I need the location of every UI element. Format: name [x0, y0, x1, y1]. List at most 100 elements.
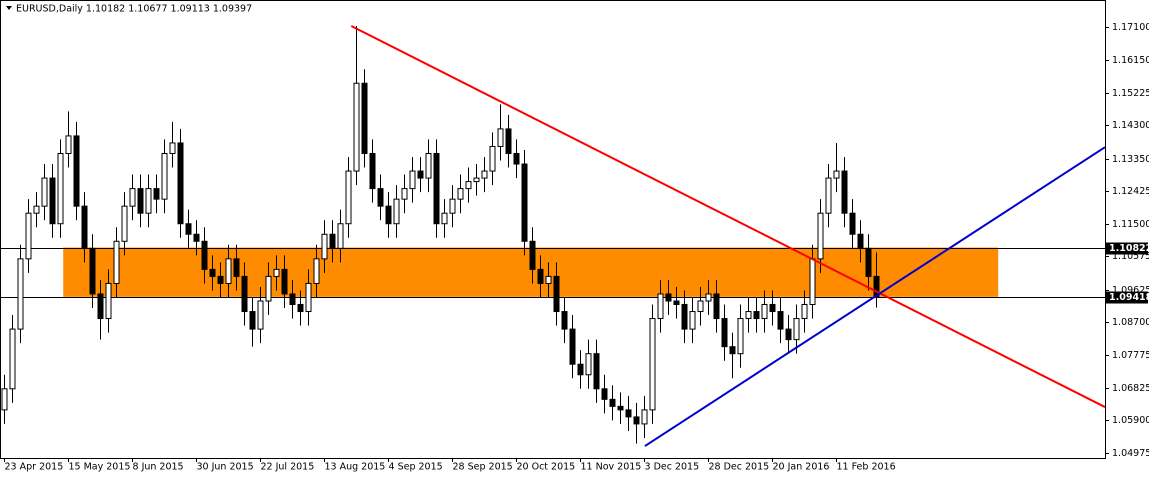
candle-body: [857, 233, 864, 249]
y-tick-label: 1.05900: [1112, 415, 1149, 426]
x-tick-label: 13 Aug 2015: [325, 462, 386, 473]
candle-body: [369, 152, 376, 190]
candle-body: [489, 145, 496, 172]
candle-body: [65, 135, 72, 154]
candle-body: [457, 188, 464, 200]
candle-body: [809, 258, 816, 306]
candle-body: [609, 398, 616, 407]
candle-body: [513, 152, 520, 165]
plot-area: [0, 25, 1106, 447]
candle-body: [9, 328, 16, 390]
candle-body: [289, 293, 296, 306]
candle-body: [185, 223, 192, 235]
y-tick-label: 1.15225: [1112, 88, 1149, 99]
candle-body: [833, 170, 840, 179]
candle-body: [825, 177, 832, 214]
candle-body: [73, 135, 80, 207]
candle-body: [409, 170, 416, 190]
candle-body: [553, 275, 560, 313]
candle-body: [633, 416, 640, 425]
trendline: [350, 25, 1106, 408]
candle-body: [177, 142, 184, 225]
candle-body: [529, 240, 536, 270]
candle-body: [521, 163, 528, 242]
candle-body: [161, 152, 168, 200]
candle-body: [209, 268, 216, 277]
candle-body: [81, 205, 88, 249]
x-tick-label: 20 Oct 2015: [517, 462, 576, 473]
x-tick-label: 30 Jun 2015: [197, 462, 254, 473]
candle-body: [865, 247, 872, 277]
x-tick-label: 11 Nov 2015: [581, 462, 642, 473]
x-tick-label: 28 Dec 2015: [709, 462, 770, 473]
candle-body: [577, 363, 584, 376]
candle-body: [265, 275, 272, 302]
x-tick-label: 23 Apr 2015: [5, 462, 64, 473]
candle-body: [745, 311, 752, 320]
candle-body: [537, 268, 544, 284]
candle-body: [129, 188, 136, 207]
candle-body: [1, 388, 8, 411]
candle-body: [225, 258, 232, 284]
x-tick-label: 22 Jul 2015: [261, 462, 315, 473]
candle-body: [769, 304, 776, 313]
candle-body: [417, 170, 424, 179]
candle-body: [777, 311, 784, 330]
candle-body: [585, 353, 592, 376]
x-tick-label: 3 Dec 2015: [645, 462, 700, 473]
candle-body: [713, 293, 720, 320]
candle-body: [329, 233, 336, 249]
candle-body: [57, 152, 64, 225]
candle-body: [817, 212, 824, 260]
candle-body: [89, 247, 96, 295]
plot-frame: [0, 0, 1106, 459]
candle-body: [689, 311, 696, 330]
candle-body: [233, 258, 240, 277]
y-tick-label: 1.09625: [1112, 285, 1149, 296]
candle-body: [561, 311, 568, 330]
candle-body: [569, 328, 576, 365]
candle-body: [297, 304, 304, 313]
candle-body: [241, 275, 248, 313]
candle-body: [721, 318, 728, 348]
candle-body: [649, 318, 656, 411]
x-tick-label: 4 Sep 2015: [389, 462, 443, 473]
candle-body: [25, 212, 32, 260]
y-tick-label: 1.16150: [1112, 55, 1149, 66]
menu-triangle[interactable]: [6, 6, 12, 10]
price-label: 1.09418: [1109, 292, 1149, 303]
candle-body: [641, 409, 648, 425]
candle-body: [361, 82, 368, 154]
candle-body: [249, 311, 256, 330]
candle-body: [481, 170, 488, 179]
candle-body: [41, 177, 48, 207]
candle-body: [425, 152, 432, 179]
candle-body: [793, 318, 800, 341]
x-tick-label: 8 Jun 2015: [133, 462, 184, 473]
candle-body: [729, 346, 736, 355]
candle-body: [873, 275, 880, 298]
candle-body: [473, 177, 480, 183]
candle-body: [121, 205, 128, 242]
y-tick-label: 1.11500: [1112, 219, 1149, 230]
y-tick-label: 1.06825: [1112, 383, 1149, 394]
candle-body: [313, 258, 320, 284]
candle-body: [353, 82, 360, 172]
candle-body: [753, 311, 760, 320]
y-tick-label: 1.13350: [1112, 154, 1149, 165]
candle-body: [617, 405, 624, 411]
y-tick-label: 1.10575: [1112, 251, 1149, 262]
candle-body: [705, 293, 712, 302]
trendline: [644, 146, 1106, 447]
candle-body: [433, 152, 440, 225]
candle-body: [393, 198, 400, 225]
candle-body: [137, 188, 144, 214]
candle-body: [441, 212, 448, 225]
candle-body: [201, 240, 208, 270]
candle-body: [193, 233, 200, 242]
candle-body: [345, 170, 352, 225]
y-tick-label: 1.04975: [1112, 448, 1149, 459]
candle-body: [697, 300, 704, 313]
